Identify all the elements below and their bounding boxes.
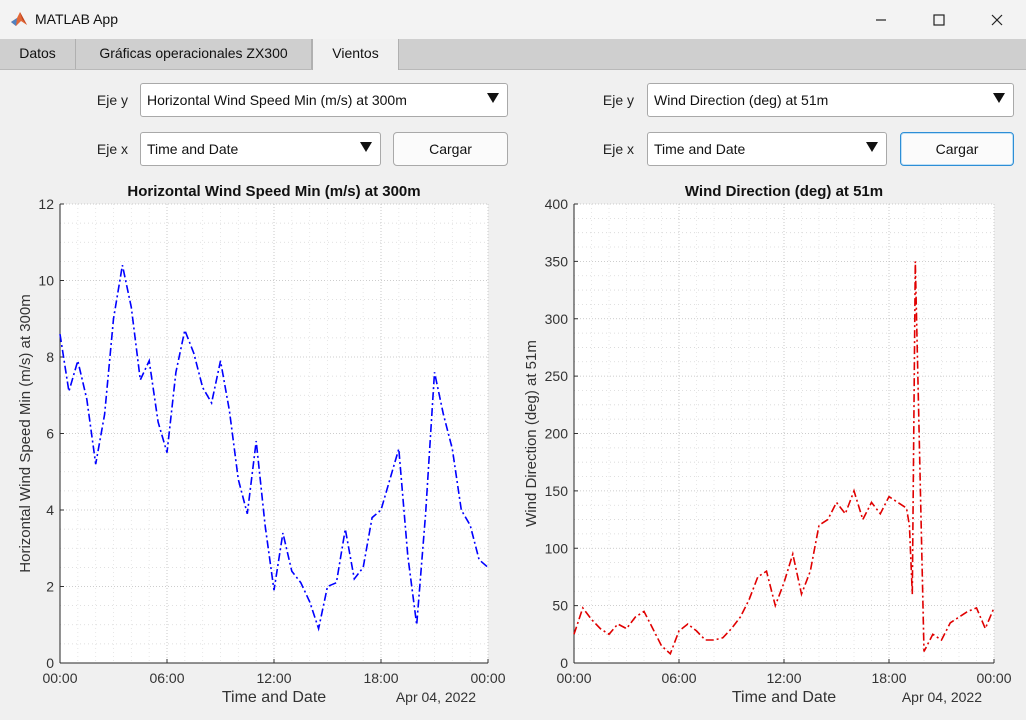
y-tick-label: 50	[552, 598, 568, 614]
chart-title: Horizontal Wind Speed Min (m/s) at 300m	[127, 183, 420, 200]
left-x-axis-value: Time and Date	[147, 141, 239, 157]
left-x-axis-dropdown[interactable]: Time and Date	[140, 132, 381, 166]
y-tick-label: 250	[545, 368, 569, 384]
right-y-axis-value: Wind Direction (deg) at 51m	[654, 92, 829, 108]
x-tick-label: 18:00	[363, 670, 398, 686]
minimize-icon	[876, 18, 886, 21]
x-tick-label: 12:00	[766, 670, 801, 686]
y-axis-title: Wind Direction (deg) at 51m	[523, 340, 540, 527]
close-button[interactable]	[968, 0, 1026, 39]
right-x-axis-value: Time and Date	[654, 141, 746, 157]
tab-vientos[interactable]: Vientos	[312, 39, 399, 70]
y-tick-label: 12	[38, 196, 54, 212]
left-y-axis-value: Horizontal Wind Speed Min (m/s) at 300m	[147, 92, 407, 108]
x-tick-label: 06:00	[661, 670, 696, 686]
y-tick-label: 100	[545, 540, 569, 556]
right-load-button[interactable]: Cargar	[900, 132, 1014, 166]
right-y-axis-label: Eje y	[602, 92, 634, 108]
dropdown-arrow-icon	[487, 93, 499, 103]
title-bar: MATLAB App	[0, 0, 1026, 39]
y-tick-label: 150	[545, 483, 569, 499]
date-label: Apr 04, 2022	[902, 689, 982, 705]
x-tick-label: 00:00	[976, 670, 1011, 686]
right-y-axis-dropdown[interactable]: Wind Direction (deg) at 51m	[647, 83, 1014, 117]
matlab-logo-icon	[11, 12, 27, 26]
left-y-axis-label: Eje y	[96, 92, 128, 108]
x-tick-label: 12:00	[256, 670, 291, 686]
tab-bar: Datos Gráficas operacionales ZX300 Vient…	[0, 39, 1026, 70]
dropdown-arrow-icon	[866, 142, 878, 152]
left-wind-speed-chart: 0 2 4 6 8 10 12 00:00 06:00 12:00 18:00 00:00 Horizo…	[17, 183, 506, 706]
maximize-icon	[933, 13, 945, 26]
x-tick-label: 18:00	[871, 670, 906, 686]
left-load-button[interactable]: Cargar	[393, 132, 508, 166]
dropdown-arrow-icon	[360, 142, 372, 152]
tab-graficas-operacionales[interactable]: Gráficas operacionales ZX300	[76, 39, 312, 69]
y-axis-title: Horizontal Wind Speed Min (m/s) at 300m	[17, 294, 34, 572]
y-tick-label: 0	[560, 655, 568, 671]
minimize-button[interactable]	[852, 0, 910, 39]
y-tick-label: 300	[545, 311, 569, 327]
y-tick-label: 10	[38, 273, 54, 289]
x-tick-label: 00:00	[470, 670, 505, 686]
series-line	[59, 265, 489, 632]
y-tick-label: 400	[545, 196, 569, 212]
date-label: Apr 04, 2022	[396, 689, 476, 705]
right-x-axis-label: Eje x	[602, 141, 634, 157]
y-tick-label: 0	[46, 655, 54, 671]
y-tick-label: 200	[545, 426, 569, 442]
series-line	[573, 261, 995, 656]
left-y-axis-dropdown[interactable]: Horizontal Wind Speed Min (m/s) at 300m	[140, 83, 508, 117]
chart-title: Wind Direction (deg) at 51m	[685, 183, 883, 200]
x-axis-title: Time and Date	[732, 689, 836, 706]
window-title: MATLAB App	[35, 11, 119, 27]
tab-datos[interactable]: Datos	[0, 39, 76, 69]
x-tick-label: 00:00	[556, 670, 591, 686]
dropdown-arrow-icon	[993, 93, 1005, 103]
x-tick-label: 00:00	[42, 670, 77, 686]
y-tick-label: 8	[46, 349, 54, 365]
close-icon	[991, 14, 1003, 25]
right-x-axis-dropdown[interactable]: Time and Date	[647, 132, 887, 166]
maximize-button[interactable]	[910, 0, 968, 39]
y-tick-label: 2	[46, 579, 54, 595]
x-tick-label: 06:00	[149, 670, 184, 686]
y-tick-label: 4	[46, 502, 54, 518]
y-tick-label: 350	[545, 253, 569, 269]
x-axis-title: Time and Date	[222, 689, 326, 706]
left-x-axis-label: Eje x	[96, 141, 128, 157]
y-tick-label: 6	[46, 426, 54, 442]
